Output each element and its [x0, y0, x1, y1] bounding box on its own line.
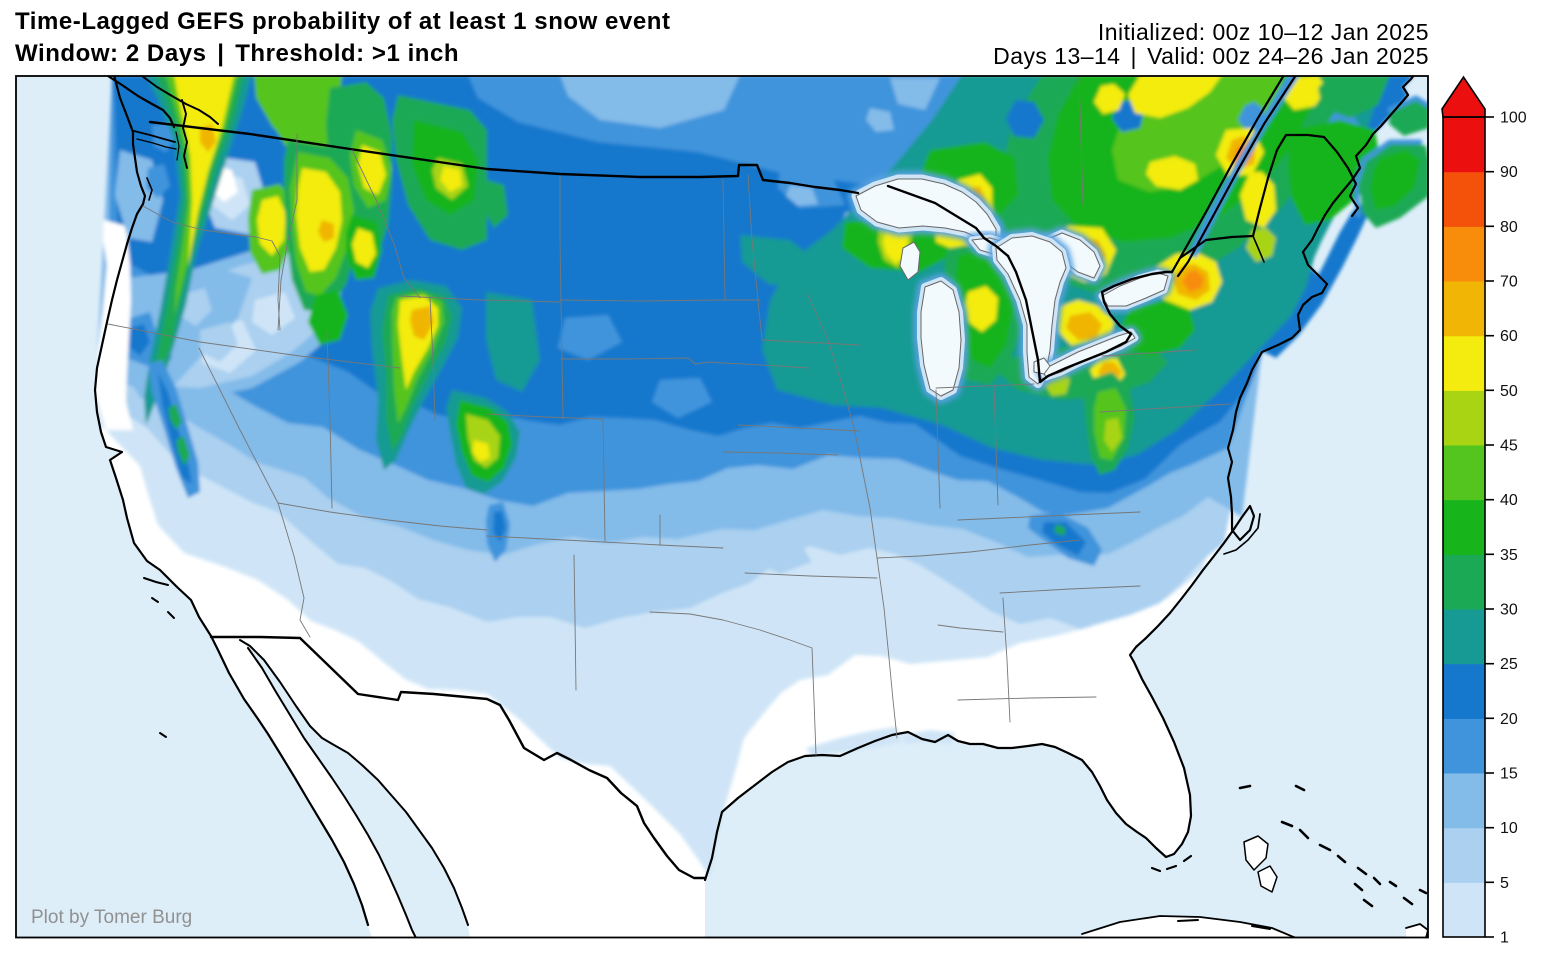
svg-text:50: 50	[1500, 383, 1518, 400]
svg-text:40: 40	[1500, 492, 1518, 509]
svg-text:20: 20	[1500, 711, 1518, 728]
svg-text:1: 1	[1500, 930, 1509, 947]
svg-text:10: 10	[1500, 820, 1518, 837]
svg-text:100: 100	[1500, 110, 1527, 127]
svg-text:30: 30	[1500, 602, 1518, 619]
svg-text:70: 70	[1500, 274, 1518, 291]
svg-text:60: 60	[1500, 328, 1518, 345]
svg-text:45: 45	[1500, 438, 1518, 455]
svg-text:80: 80	[1500, 219, 1518, 236]
svg-text:35: 35	[1500, 547, 1518, 564]
svg-text:25: 25	[1500, 656, 1518, 673]
svg-text:15: 15	[1500, 766, 1518, 783]
svg-text:5: 5	[1500, 875, 1509, 892]
svg-text:90: 90	[1500, 164, 1518, 181]
